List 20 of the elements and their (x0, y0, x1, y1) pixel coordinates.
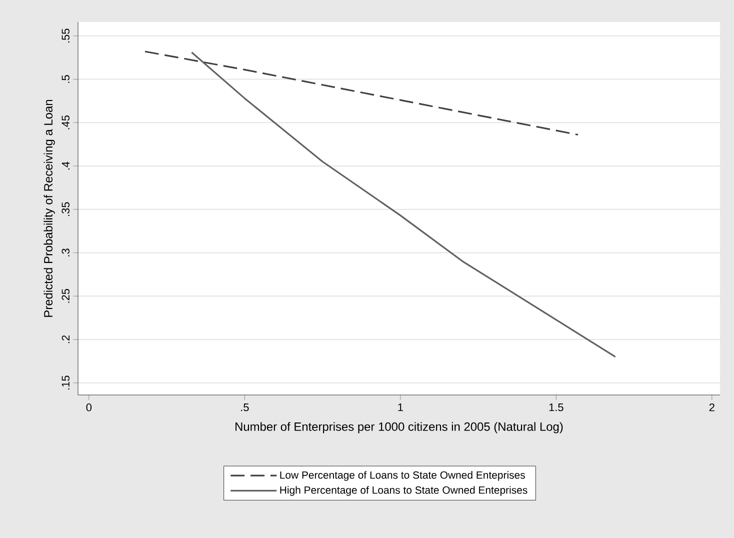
x-tick-label: 2 (709, 404, 714, 412)
y-tick-label: .45 (62, 115, 70, 130)
legend-label: High Percentage of Loans to State Owned Enteprises (280, 486, 528, 496)
x-tick-label: 0 (86, 404, 92, 412)
y-tick-label: .35 (62, 202, 70, 216)
x-tick-label: 1.5 (549, 404, 564, 412)
x-tick-label: 1 (398, 404, 403, 412)
x-tick-label: .5 (241, 404, 249, 412)
y-tick-label: .15 (62, 376, 70, 390)
y-tick-label: .2 (62, 335, 70, 344)
y-tick-label: .3 (62, 248, 70, 256)
y-tick-label: .5 (62, 75, 70, 83)
x-axis-title: Number of Enterprises per 1000 citizens in 2005 (Natural Log) (236, 422, 563, 434)
y-tick-label: .25 (62, 288, 70, 303)
legend-label: Low Percentage of Loans to State Owned Enteprises (280, 471, 525, 481)
y-tick-label: .4 (62, 162, 70, 170)
line-series (144, 50, 579, 136)
y-tick-label: .55 (62, 28, 70, 42)
y-axis-title: Predicted Probability of Receiving a Loan (44, 100, 55, 317)
line-series (190, 52, 616, 358)
